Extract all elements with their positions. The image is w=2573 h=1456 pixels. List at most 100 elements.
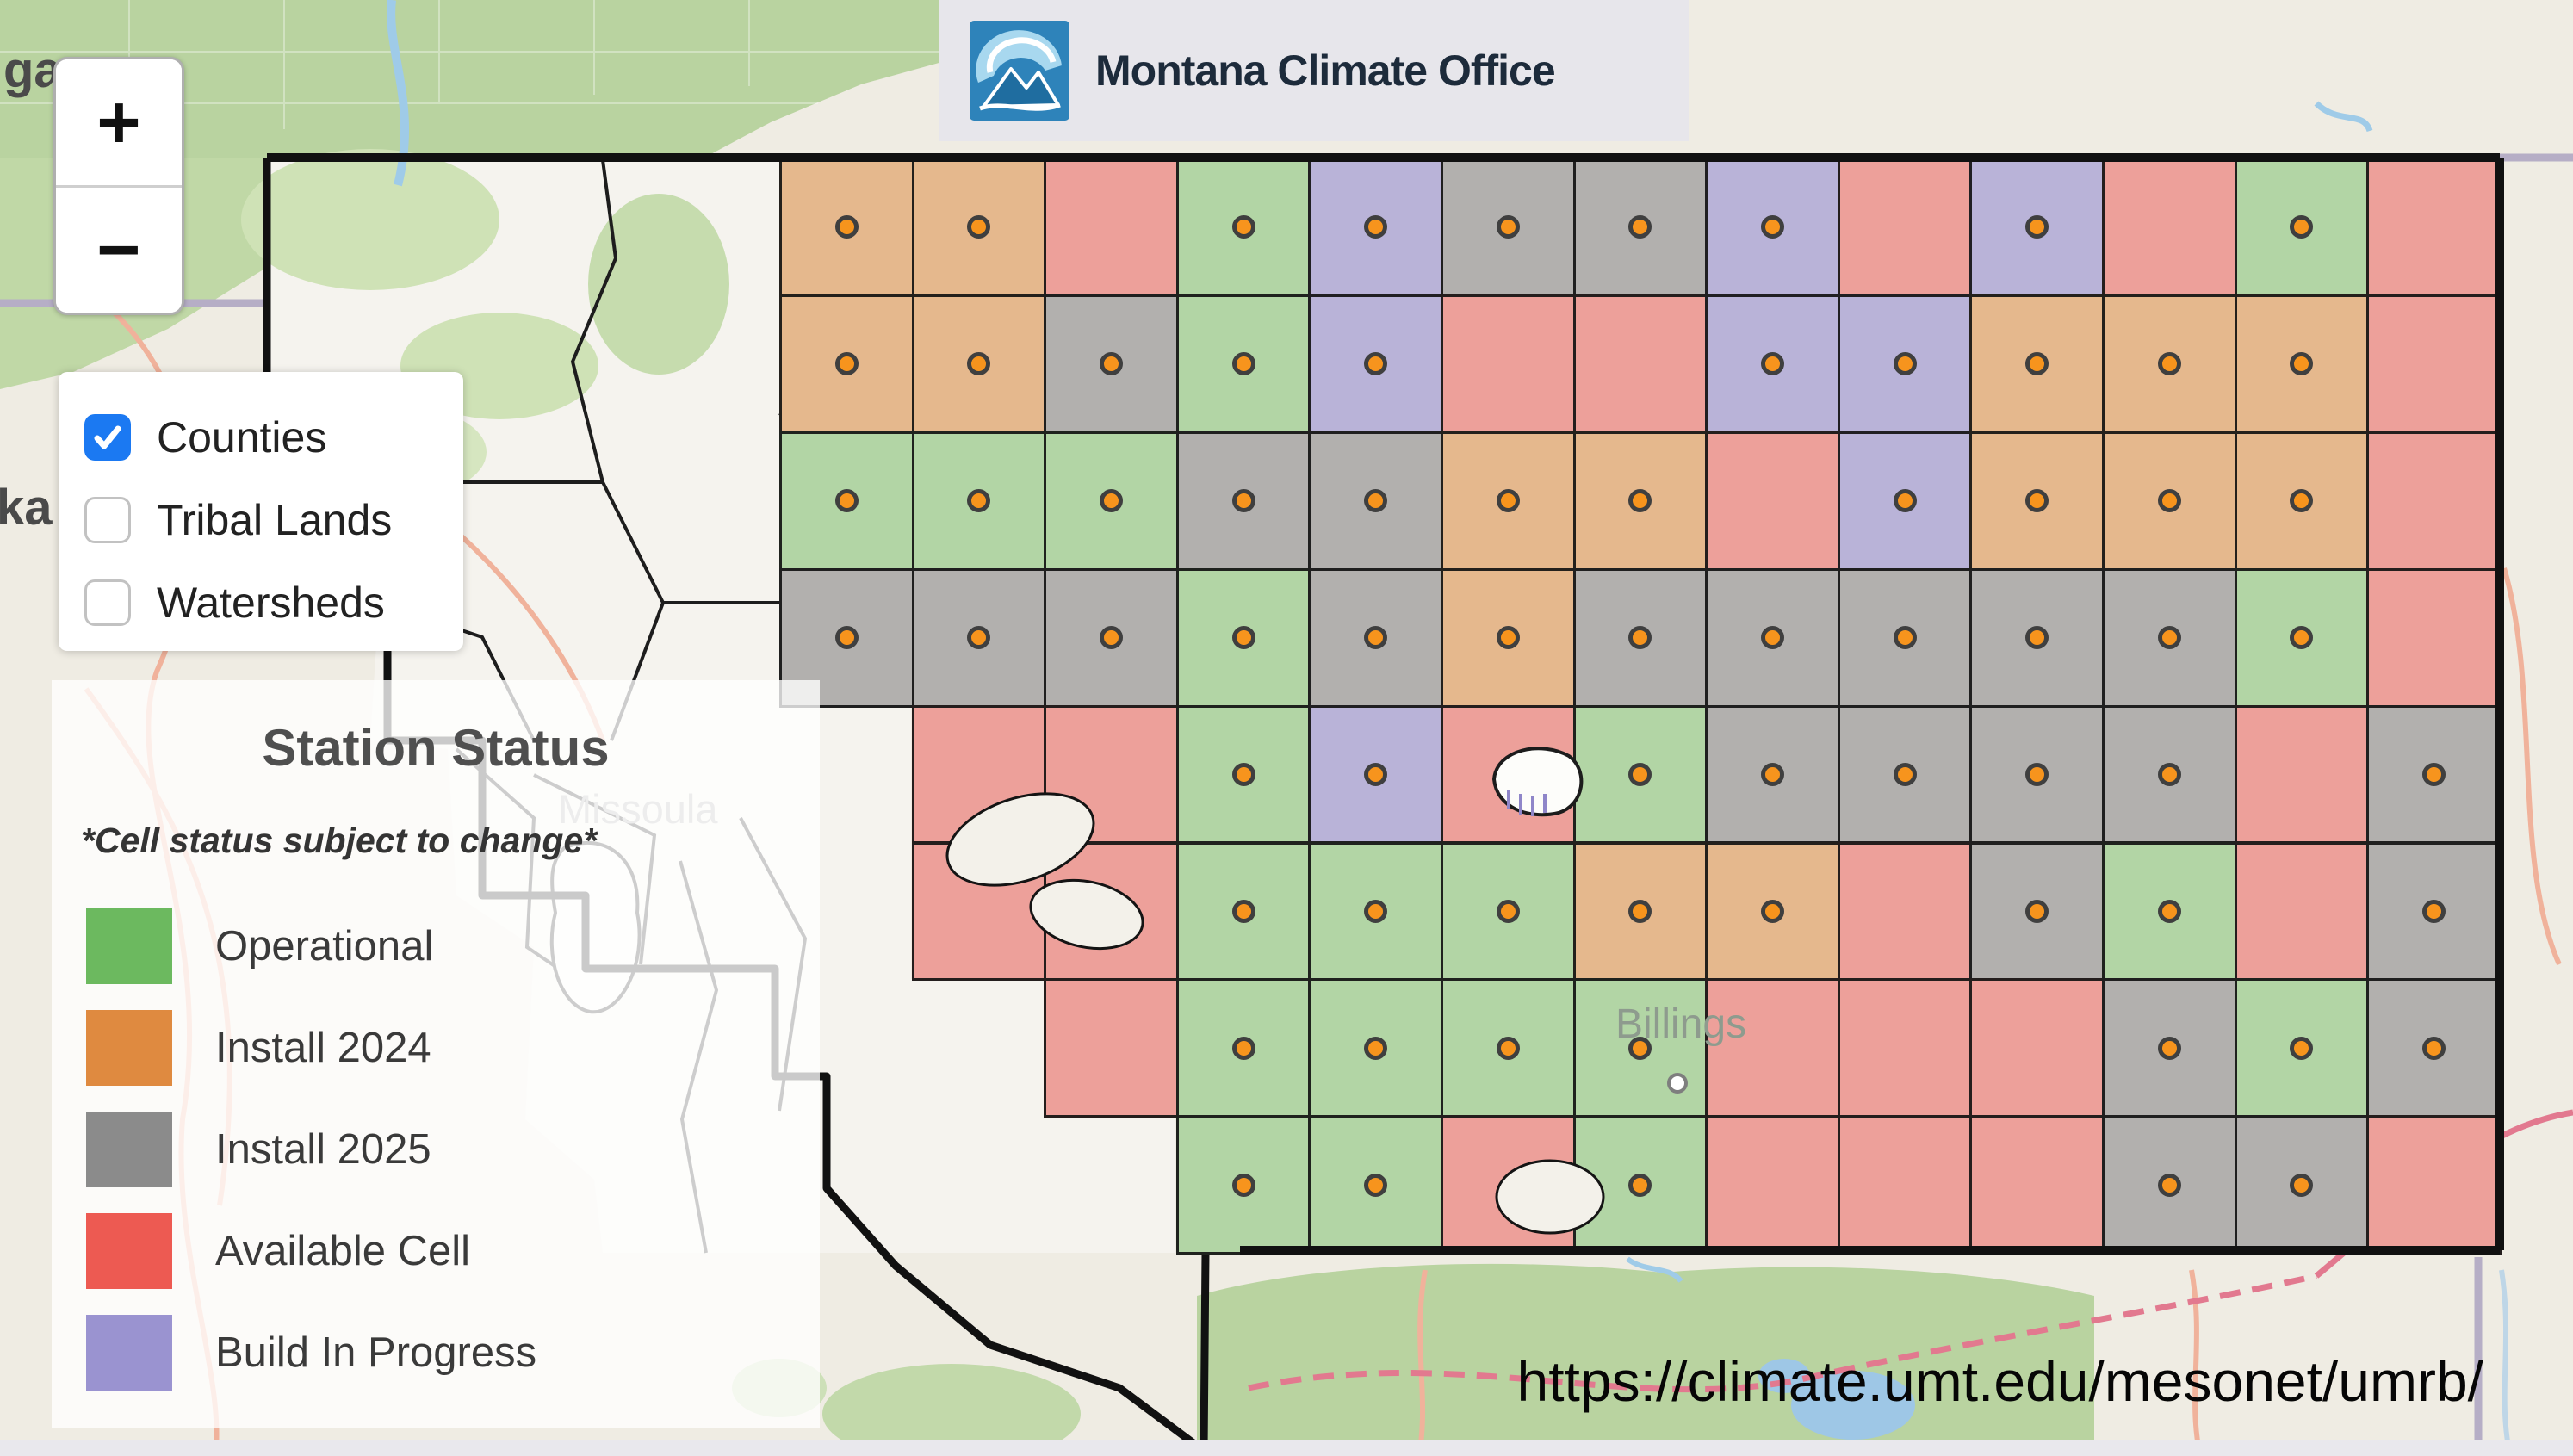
station-dot[interactable] — [2290, 1036, 2314, 1060]
grid-cell-operational[interactable] — [2102, 841, 2237, 982]
grid-cell-operational[interactable] — [1175, 567, 1311, 708]
checkbox-unchecked-icon[interactable] — [84, 579, 131, 626]
station-dot[interactable] — [2290, 626, 2314, 650]
grid-cell-install-2024[interactable] — [911, 158, 1047, 297]
station-dot[interactable] — [1496, 899, 1520, 923]
station-dot[interactable] — [1364, 1173, 1388, 1197]
grid-cell-available-cell[interactable] — [2102, 158, 2237, 297]
station-dot[interactable] — [2025, 489, 2049, 513]
grid-cell-operational[interactable] — [2234, 567, 2370, 708]
station-dot[interactable] — [1628, 763, 1652, 787]
grid-cell-install-2025[interactable] — [1969, 841, 2105, 982]
grid-cell-install-2025[interactable] — [1969, 567, 2105, 708]
grid-cell-build-in-progress[interactable] — [1308, 704, 1443, 845]
grid-cell-available-cell[interactable] — [1044, 841, 1179, 982]
grid-cell-operational[interactable] — [1308, 978, 1443, 1118]
grid-cell-install-2024[interactable] — [2102, 294, 2237, 434]
station-dot[interactable] — [1231, 215, 1256, 239]
grid-cell-build-in-progress[interactable] — [1308, 294, 1443, 434]
station-dot[interactable] — [967, 626, 991, 650]
grid-cell-build-in-progress[interactable] — [1308, 158, 1443, 297]
grid-cell-install-2025[interactable] — [1705, 704, 1840, 845]
station-dot[interactable] — [1893, 489, 1917, 513]
grid-cell-install-2024[interactable] — [779, 294, 914, 434]
grid-cell-build-in-progress[interactable] — [1705, 294, 1840, 434]
grid-cell-available-cell[interactable] — [1044, 978, 1179, 1118]
station-dot[interactable] — [1364, 352, 1388, 376]
grid-cell-available-cell[interactable] — [1705, 978, 1840, 1118]
station-dot[interactable] — [2025, 763, 2049, 787]
station-dot[interactable] — [2157, 352, 2181, 376]
grid-cell-operational[interactable] — [1572, 978, 1708, 1118]
grid-cell-available-cell[interactable] — [1572, 294, 1708, 434]
grid-cell-build-in-progress[interactable] — [1837, 431, 1973, 571]
station-dot[interactable] — [1628, 626, 1652, 650]
station-dot[interactable] — [2290, 215, 2314, 239]
station-dot[interactable] — [1099, 489, 1123, 513]
station-dot[interactable] — [1231, 489, 1256, 513]
grid-cell-operational[interactable] — [1308, 841, 1443, 982]
grid-cell-install-2025[interactable] — [1044, 294, 1179, 434]
grid-cell-install-2025[interactable] — [2102, 567, 2237, 708]
grid-cell-available-cell[interactable] — [2234, 704, 2370, 845]
grid-cell-available-cell[interactable] — [2366, 158, 2502, 297]
grid-cell-available-cell[interactable] — [1705, 1115, 1840, 1255]
grid-cell-install-2024[interactable] — [1572, 841, 1708, 982]
grid-cell-operational[interactable] — [1175, 978, 1311, 1118]
grid-cell-available-cell[interactable] — [1969, 978, 2105, 1118]
grid-cell-install-2025[interactable] — [1837, 567, 1973, 708]
station-dot[interactable] — [1231, 899, 1256, 923]
station-dot[interactable] — [1364, 763, 1388, 787]
station-dot[interactable] — [2157, 763, 2181, 787]
station-dot[interactable] — [1099, 352, 1123, 376]
station-dot[interactable] — [1496, 215, 1520, 239]
station-dot[interactable] — [1893, 352, 1917, 376]
grid-cell-operational[interactable] — [1441, 841, 1576, 982]
grid-cell-install-2025[interactable] — [1441, 158, 1576, 297]
grid-cell-build-in-progress[interactable] — [1969, 158, 2105, 297]
layer-label[interactable]: Counties — [157, 413, 327, 462]
grid-cell-install-2025[interactable] — [1705, 567, 1840, 708]
station-dot[interactable] — [2157, 1173, 2181, 1197]
station-dot[interactable] — [967, 352, 991, 376]
station-dot[interactable] — [1364, 1036, 1388, 1060]
grid-cell-build-in-progress[interactable] — [1705, 158, 1840, 297]
station-dot[interactable] — [1231, 1036, 1256, 1060]
station-dot[interactable] — [1496, 489, 1520, 513]
grid-cell-operational[interactable] — [1175, 841, 1311, 982]
grid-cell-available-cell[interactable] — [2366, 294, 2502, 434]
grid-cell-install-2025[interactable] — [1308, 431, 1443, 571]
grid-cell-available-cell[interactable] — [1441, 294, 1576, 434]
station-dot[interactable] — [834, 626, 859, 650]
grid-cell-operational[interactable] — [1175, 158, 1311, 297]
grid-cell-operational[interactable] — [1308, 1115, 1443, 1255]
station-dot[interactable] — [834, 352, 859, 376]
grid-cell-install-2024[interactable] — [2102, 431, 2237, 571]
grid-cell-operational[interactable] — [1572, 704, 1708, 845]
grid-cell-install-2024[interactable] — [2234, 431, 2370, 571]
grid-cell-install-2025[interactable] — [2366, 841, 2502, 982]
grid-cell-operational[interactable] — [1044, 431, 1179, 571]
grid-cell-operational[interactable] — [1572, 1115, 1708, 1255]
station-dot[interactable] — [2157, 626, 2181, 650]
station-dot[interactable] — [2421, 763, 2446, 787]
zoom-out-button[interactable]: − — [56, 187, 182, 313]
station-dot[interactable] — [1496, 1036, 1520, 1060]
checkbox-unchecked-icon[interactable] — [84, 497, 131, 543]
grid-cell-available-cell[interactable] — [911, 841, 1047, 982]
grid-cell-available-cell[interactable] — [1837, 1115, 1973, 1255]
grid-cell-install-2025[interactable] — [1308, 567, 1443, 708]
grid-cell-install-2025[interactable] — [2102, 1115, 2237, 1255]
grid-cell-operational[interactable] — [1175, 704, 1311, 845]
grid-cell-operational[interactable] — [2234, 978, 2370, 1118]
grid-cell-install-2025[interactable] — [1572, 567, 1708, 708]
station-dot[interactable] — [1760, 899, 1784, 923]
station-dot[interactable] — [1893, 626, 1917, 650]
station-dot[interactable] — [2290, 489, 2314, 513]
station-dot[interactable] — [1364, 489, 1388, 513]
station-dot[interactable] — [2025, 899, 2049, 923]
station-dot[interactable] — [2025, 626, 2049, 650]
station-dot[interactable] — [834, 215, 859, 239]
station-dot[interactable] — [1099, 626, 1123, 650]
